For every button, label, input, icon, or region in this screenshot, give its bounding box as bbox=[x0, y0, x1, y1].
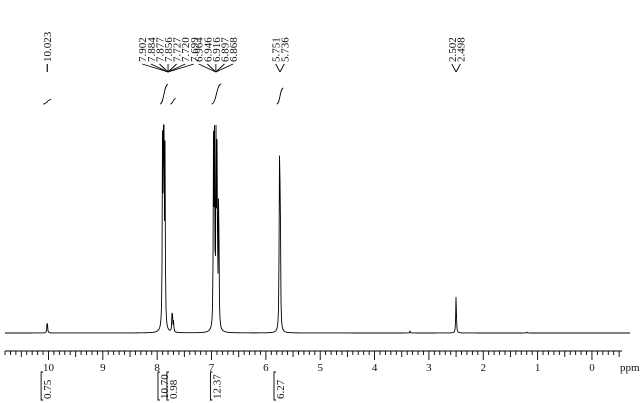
peak-shift-label: 7.884 bbox=[146, 37, 158, 62]
peak-shift-label: 7.902 bbox=[137, 37, 149, 62]
integral-value: 0.98 bbox=[168, 379, 180, 399]
peak-shift-label: 7.727 bbox=[172, 37, 184, 62]
peak-connector bbox=[159, 63, 169, 73]
peak-label-groups: 10.023 7.9027.8847.8777.8567.7277.7207.69… bbox=[42, 31, 467, 73]
integral-curve bbox=[170, 98, 176, 105]
peak-shift-label: 10.023 bbox=[42, 31, 54, 62]
peak-connector bbox=[167, 63, 177, 73]
tick-label: 10 bbox=[43, 362, 55, 374]
peak-shift-label: 6.868 bbox=[228, 37, 240, 62]
tick-label: 0 bbox=[589, 362, 595, 374]
peak-connector bbox=[206, 63, 217, 73]
peak-shift-label: 5.751 bbox=[271, 37, 283, 62]
peak-connector bbox=[198, 63, 217, 73]
x-axis-label: ppm bbox=[620, 362, 640, 374]
spectrum-line bbox=[5, 124, 630, 334]
integral-value-group: 12.37 bbox=[209, 371, 223, 401]
integral-curve bbox=[211, 83, 222, 105]
peak-connector bbox=[455, 63, 461, 73]
tick-label: 9 bbox=[100, 362, 106, 374]
integral-value-group: 10.70 bbox=[157, 371, 171, 401]
peak-connector bbox=[275, 63, 281, 73]
integral-bracket bbox=[40, 371, 44, 401]
peak-connector bbox=[279, 63, 285, 73]
peak-shift-label: 7.699 bbox=[189, 37, 201, 62]
integral-bracket bbox=[166, 371, 169, 401]
tick-label: 7 bbox=[209, 362, 215, 374]
peak-connector bbox=[215, 63, 225, 73]
integral-curves bbox=[42, 83, 284, 105]
peak-connector bbox=[142, 63, 169, 73]
peak-shift-label: 7.877 bbox=[154, 37, 166, 62]
spectrum-trace-group bbox=[5, 124, 630, 334]
integral-value: 10.70 bbox=[159, 374, 171, 399]
x-axis: 10 9 8 7 6 5 4 3 2 1 0 bbox=[4, 350, 622, 374]
integral-value: 0.75 bbox=[42, 379, 54, 399]
integral-value-group: 6.27 bbox=[273, 371, 287, 401]
peak-connector bbox=[167, 63, 194, 73]
integral-curve bbox=[276, 87, 284, 105]
peak-label-group: 10.023 bbox=[42, 31, 54, 72]
tick-label: 3 bbox=[426, 362, 432, 374]
peak-shift-label: 6.946 bbox=[202, 37, 214, 62]
integral-bracket bbox=[157, 371, 160, 401]
peak-shift-label: 6.916 bbox=[211, 37, 223, 62]
integral-value: 6.27 bbox=[275, 379, 287, 399]
integral-curve bbox=[42, 99, 52, 105]
integral-value: 12.37 bbox=[211, 374, 223, 399]
peak-connector bbox=[215, 63, 234, 73]
peak-shift-label: 7.720 bbox=[180, 37, 192, 62]
integral-value-group: 0.75 bbox=[40, 371, 54, 401]
tick-label: 8 bbox=[154, 362, 160, 374]
tick-label: 5 bbox=[317, 362, 323, 374]
tick-label: 1 bbox=[535, 362, 541, 374]
integral-value-group: 0.98 bbox=[166, 371, 180, 401]
peak-shift-label: 6.964 bbox=[194, 37, 206, 62]
peak-shift-label: 2.502 bbox=[447, 37, 459, 62]
peak-shift-label: 2.498 bbox=[455, 37, 467, 62]
integral-curve bbox=[159, 83, 169, 105]
integral-bracket bbox=[273, 371, 276, 401]
peak-connector bbox=[451, 63, 457, 73]
tick-label: 2 bbox=[481, 362, 487, 374]
integral-bracket bbox=[209, 371, 213, 401]
peak-connector bbox=[150, 63, 169, 73]
peak-shift-label: 6.897 bbox=[219, 37, 231, 62]
peak-shift-label: 7.856 bbox=[163, 37, 175, 62]
integral-value-labels: 0.75 10.700.98 12.37 6.27 bbox=[40, 371, 287, 401]
tick-label: 6 bbox=[263, 362, 269, 374]
tick-label: 4 bbox=[372, 362, 378, 374]
peak-shift-label: 5.736 bbox=[279, 37, 291, 62]
